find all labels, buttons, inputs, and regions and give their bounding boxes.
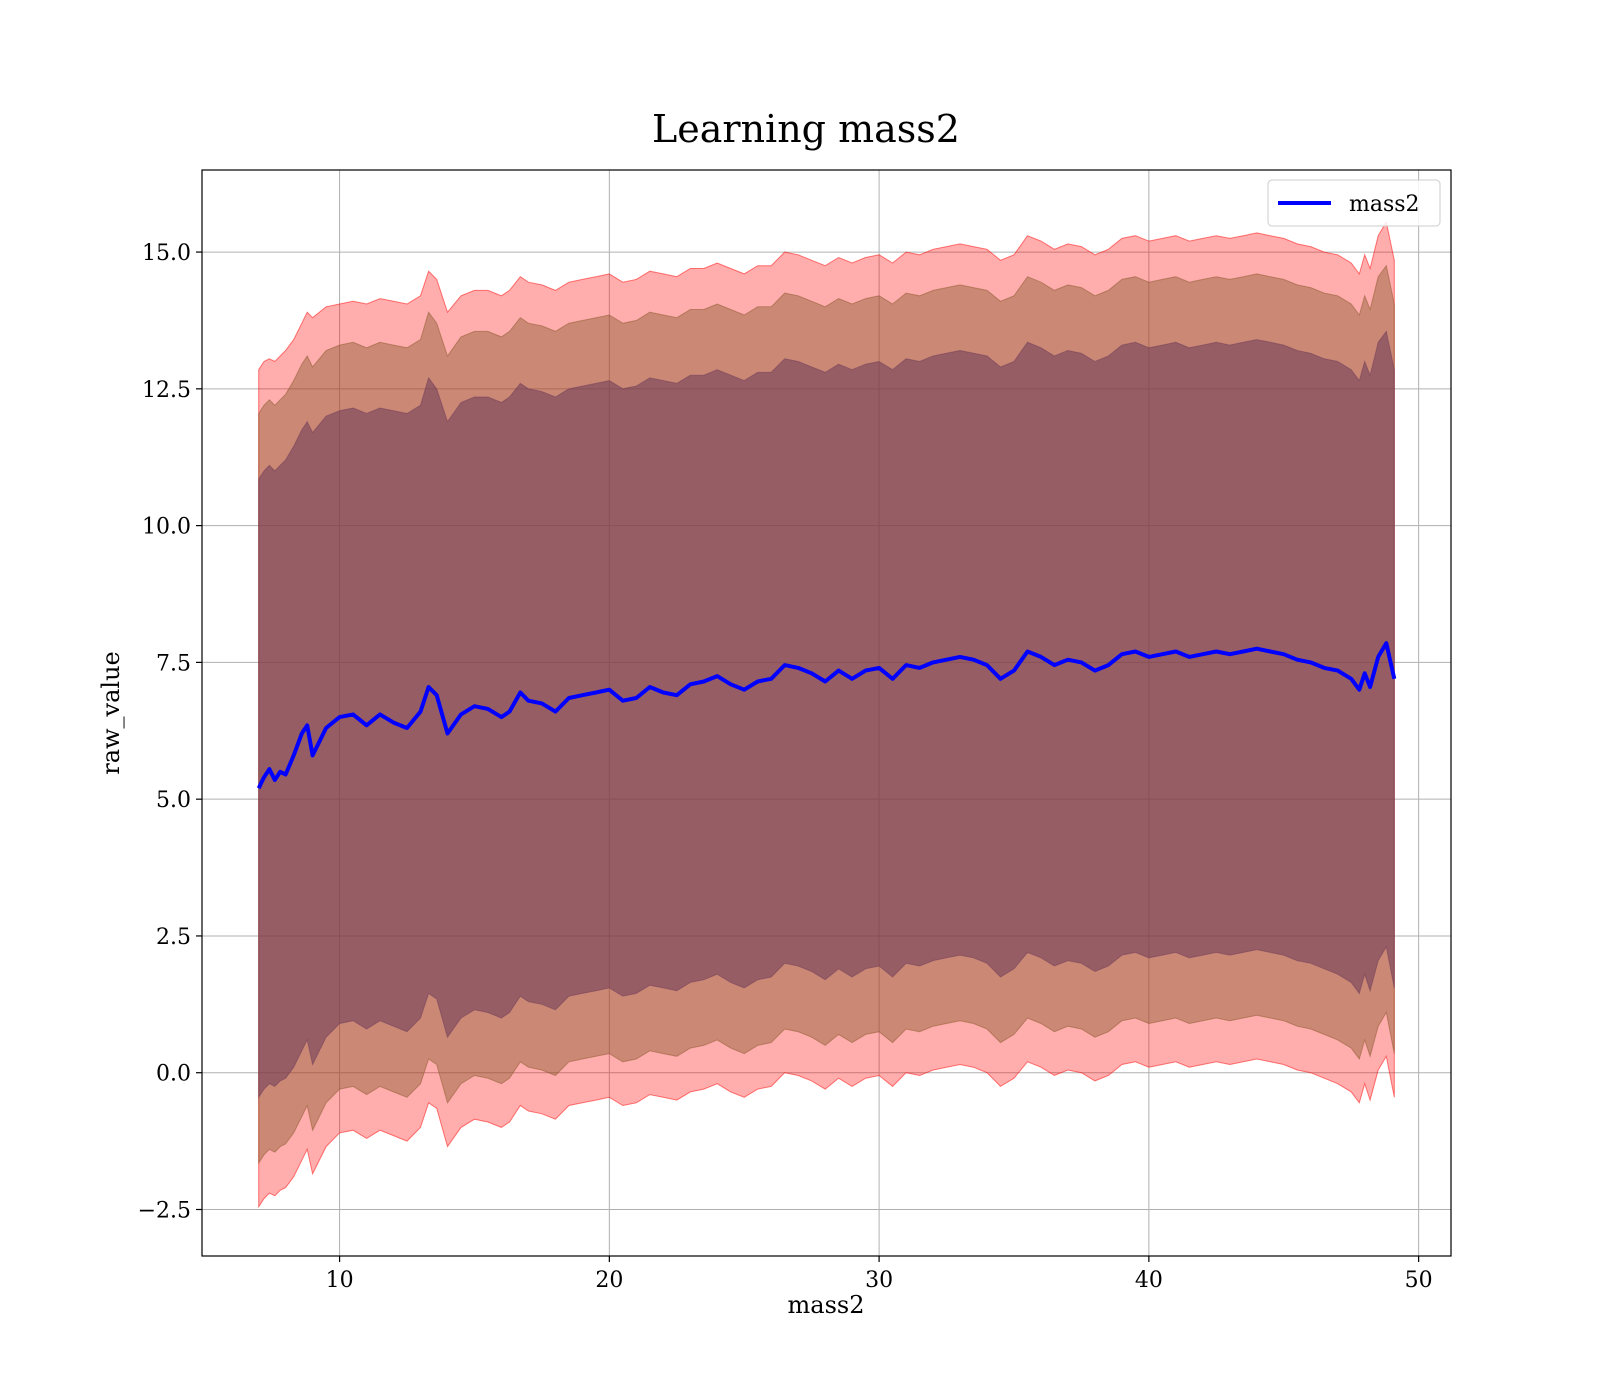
x-tick-label: 20 [595, 1268, 623, 1293]
y-tick-label: −2.5 [138, 1198, 191, 1223]
legend: mass2 [1267, 179, 1441, 227]
x-tick-label: 40 [1135, 1268, 1163, 1293]
y-tick-label: 5.0 [156, 788, 191, 813]
legend-label: mass2 [1349, 192, 1420, 217]
band-inner [258, 330, 1395, 1099]
series-line-mass2 [256, 641, 1397, 790]
confidence-bands [258, 220, 1395, 1209]
y-tick-label: 0.0 [156, 1062, 191, 1087]
y-axis-label: raw_value [97, 651, 125, 775]
x-tick-label: 10 [326, 1268, 354, 1293]
chart-title: Learning mass2 [652, 107, 960, 151]
series-lines [256, 641, 1397, 790]
x-axis-label: mass2 [788, 1291, 865, 1319]
y-tick-label: 7.5 [156, 651, 191, 676]
plot-frame [201, 169, 1452, 1257]
x-tick-label: 30 [865, 1268, 893, 1293]
x-tick-label: 50 [1405, 1268, 1433, 1293]
y-tick-label: 15.0 [142, 241, 191, 266]
legend-box [1267, 179, 1441, 227]
y-tick-label: 12.5 [142, 378, 191, 403]
y-tick-label: 2.5 [156, 925, 191, 950]
x-axis-ticks: 10 20 30 40 50 [326, 1256, 1433, 1293]
y-axis-ticks: −2.5 0.0 2.5 5.0 7.5 10.0 12.5 15.0 [138, 241, 202, 1223]
y-tick-label: 10.0 [142, 515, 191, 540]
